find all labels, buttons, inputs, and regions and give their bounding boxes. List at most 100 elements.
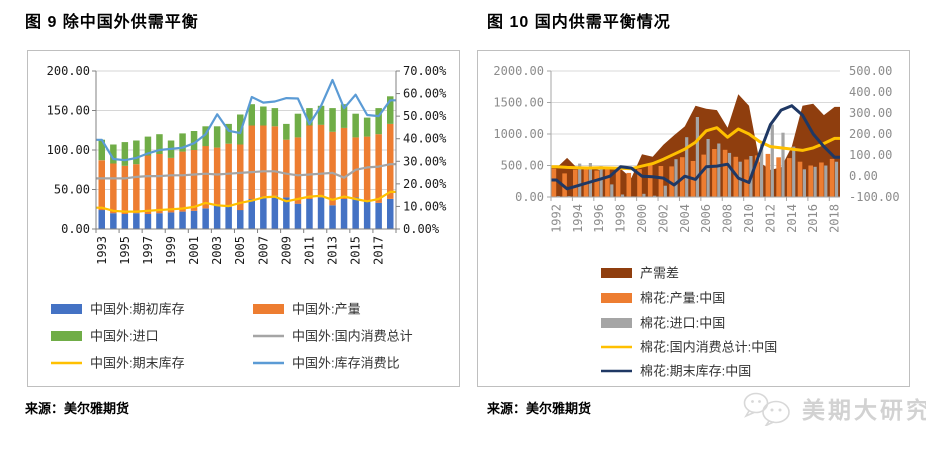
bar-segment (329, 131, 336, 206)
bar-segment (727, 152, 732, 197)
legend-item: 中国外:国内消费总计 (253, 329, 413, 344)
legend-item: 产需差 (601, 266, 679, 281)
x-axis-label: 1994 (571, 204, 585, 233)
line-series (551, 126, 840, 171)
y-axis-label: 50.00 (54, 183, 90, 197)
x-axis-label: 2008 (721, 204, 735, 233)
bar-segment (294, 203, 302, 229)
legend-label: 棉花:进口:中国 (640, 316, 725, 331)
legend-item: 中国外:产量 (253, 302, 361, 317)
bar-segment (144, 155, 152, 214)
legend-color-swatch (601, 268, 632, 278)
bar-segment (260, 106, 267, 126)
bar-segment (340, 104, 348, 128)
bar-segment (802, 169, 806, 197)
chart-root: 0.00 500.00 1000.00 1500.00 2000.00 -100.00 0.… (493, 64, 899, 379)
x-axis-label: 2011 (302, 236, 316, 265)
secondary-y-axis-label: 40.00% (403, 132, 447, 146)
bar-series (98, 195, 394, 229)
legend-label: 棉花:期末库存:中国 (640, 364, 751, 379)
bar-segment (573, 169, 578, 197)
bar-segment (190, 150, 198, 211)
bar-segment (110, 144, 117, 164)
x-axis-label: 2009 (279, 236, 293, 265)
x-axis-label: 2012 (763, 204, 777, 233)
legend-item: 中国外:库存消费比 (253, 356, 400, 371)
bar-segment (653, 195, 657, 197)
legend-label: 产需差 (640, 266, 679, 281)
bar-segment (787, 158, 792, 197)
bar-segment (813, 166, 817, 197)
bar-segment (375, 202, 382, 229)
bar-segment (824, 165, 828, 197)
legend: 产需差棉花:产量:中国棉花:进口:中国棉花:国内消费总计:中国棉花:期末库存:中… (601, 266, 777, 379)
bar-segment (620, 194, 625, 197)
bar-segment (283, 123, 290, 140)
y-axis-label: 0.00 (515, 190, 544, 204)
bar-segment (98, 139, 105, 161)
legend-label: 棉花:国内消费总计:中国 (640, 340, 777, 355)
y-axis-label: 150.00 (47, 104, 90, 118)
bar-segment (701, 154, 706, 197)
bar-segment (744, 159, 749, 197)
bar-segment (121, 165, 129, 214)
bar-segment (283, 197, 290, 229)
bar-segment (202, 146, 209, 209)
legend-item: 棉花:产量:中国 (601, 291, 725, 306)
bar-segment (722, 149, 728, 197)
bar-segment (271, 195, 279, 229)
x-axis-label: 1998 (614, 204, 628, 233)
bar-segment (144, 136, 152, 156)
bar-segment (781, 132, 785, 197)
x-axis-label: 1996 (592, 204, 606, 233)
line-series (96, 163, 396, 180)
x-axis-label: 2007 (256, 236, 270, 265)
bar-segment (133, 213, 140, 229)
bar-segment (695, 117, 699, 197)
bar-segment (765, 153, 771, 197)
bar-segment (363, 201, 371, 229)
x-axis-label: 2004 (678, 204, 692, 233)
y-axis-label: 0.00 (61, 222, 90, 236)
bar-segment (712, 149, 717, 197)
secondary-y-axis-label: 200.00 (849, 127, 892, 141)
bar-segment (387, 199, 394, 229)
x-axis-label: 1995 (118, 236, 132, 265)
bar-segment (306, 199, 313, 229)
bar-segment (190, 131, 198, 150)
bar-series (556, 117, 839, 197)
axes: 0.00 500.00 1000.00 1500.00 2000.00 -100.00 0.… (493, 64, 899, 233)
secondary-y-axis-label: 400.00 (849, 85, 892, 99)
bar-segment (317, 124, 325, 198)
legend-label: 中国外:库存消费比 (292, 356, 400, 371)
bar-segment (626, 172, 632, 197)
bar-segment (225, 143, 232, 207)
bar-segment (363, 136, 371, 202)
bar-segment (615, 168, 621, 197)
bar-segment (167, 212, 175, 229)
legend-label: 棉花:产量:中国 (640, 291, 725, 306)
bar-series (98, 123, 394, 214)
bar-segment (760, 144, 764, 197)
bar-segment (179, 211, 186, 229)
bar-segment (808, 165, 813, 197)
bar-segment (237, 144, 244, 211)
bar-segment (202, 208, 209, 229)
bar-segment (294, 113, 302, 138)
bar-segment (776, 157, 781, 197)
secondary-y-axis-label: -100.00 (849, 190, 900, 204)
bar-segment (306, 108, 313, 126)
bar-segment (248, 199, 255, 229)
x-axis-label: 2014 (785, 204, 799, 233)
secondary-y-axis-label: 0.00% (403, 222, 440, 236)
bar-segment (317, 105, 325, 125)
secondary-y-axis-label: 70.00% (403, 64, 447, 78)
bar-segment (352, 137, 359, 198)
bar-segment (179, 151, 186, 212)
legend-color-swatch (51, 304, 82, 314)
bar-segment (329, 205, 336, 229)
brand-watermark-text: 美期大研究 (802, 397, 926, 423)
bar-segment (110, 213, 117, 229)
bar-segment (98, 160, 105, 211)
bar-segment (213, 126, 221, 148)
